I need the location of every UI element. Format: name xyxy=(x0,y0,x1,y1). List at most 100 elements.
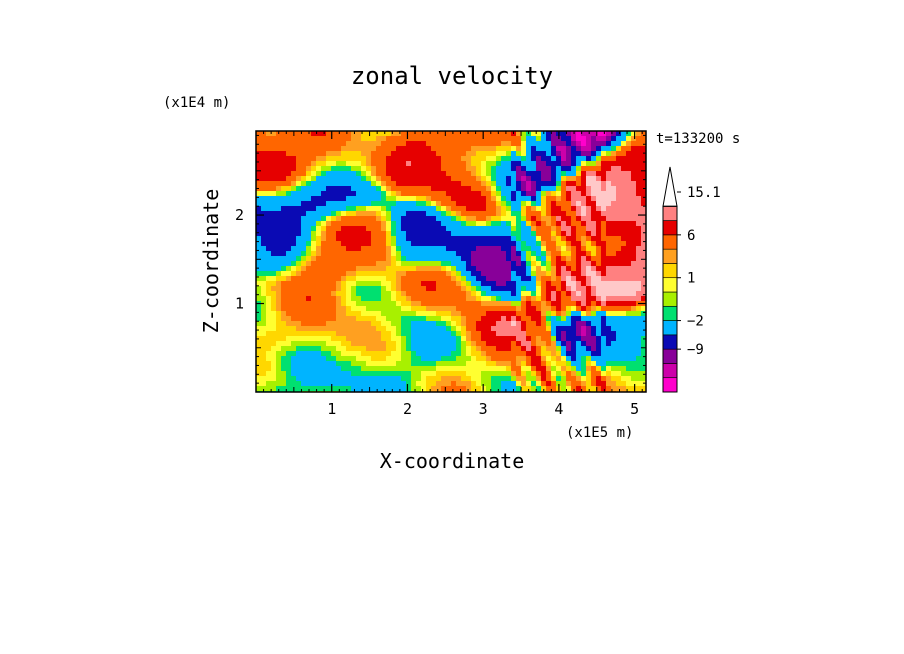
contour-cell xyxy=(396,286,402,292)
contour-cell xyxy=(596,286,602,292)
contour-cell xyxy=(376,381,382,387)
contour-cell xyxy=(286,176,292,182)
contour-cell xyxy=(641,191,646,197)
contour-cell xyxy=(516,291,522,297)
contour-cell xyxy=(376,156,382,162)
contour-cell xyxy=(431,351,437,357)
contour-cell xyxy=(551,236,557,242)
contour-cell xyxy=(626,226,632,232)
contour-cell xyxy=(461,141,467,147)
contour-cell xyxy=(636,186,642,192)
contour-cell xyxy=(576,306,582,312)
contour-cell xyxy=(381,326,387,332)
contour-cell xyxy=(386,306,392,312)
contour-cell xyxy=(471,256,477,262)
contour-cell xyxy=(296,326,302,332)
contour-cell xyxy=(496,276,502,282)
contour-cell xyxy=(321,301,327,307)
contour-cell xyxy=(361,171,367,177)
contour-cell xyxy=(546,376,552,382)
contour-cell xyxy=(351,221,357,227)
contour-cell xyxy=(456,181,462,187)
contour-cell xyxy=(411,176,417,182)
contour-cell xyxy=(571,306,577,312)
contour-cell xyxy=(286,301,292,307)
contour-cell xyxy=(581,206,587,212)
contour-cell xyxy=(371,211,377,217)
contour-cell xyxy=(311,256,317,262)
contour-cell xyxy=(466,231,472,237)
contour-cell xyxy=(611,141,617,147)
contour-cell xyxy=(351,151,357,157)
contour-cell xyxy=(486,386,492,392)
contour-cell xyxy=(501,231,507,237)
contour-cell xyxy=(621,326,627,332)
contour-cell xyxy=(641,371,646,377)
contour-cell xyxy=(346,181,352,187)
contour-cell xyxy=(431,236,437,242)
contour-cell xyxy=(311,361,317,367)
contour-cell xyxy=(571,366,577,372)
contour-cell xyxy=(566,156,572,162)
contour-cell xyxy=(521,181,527,187)
contour-cell xyxy=(626,271,632,277)
contour-cell xyxy=(341,336,347,342)
contour-cell xyxy=(526,231,532,237)
contour-cell xyxy=(536,266,542,272)
contour-cell xyxy=(566,386,572,392)
contour-cell xyxy=(586,356,592,362)
x-unit-label: (x1E5 m) xyxy=(566,425,633,441)
contour-cell xyxy=(501,321,507,327)
contour-cell xyxy=(606,301,612,307)
contour-cell xyxy=(356,336,362,342)
contour-cell xyxy=(306,191,312,197)
contour-cell xyxy=(401,336,407,342)
contour-cell xyxy=(421,221,427,227)
contour-cell xyxy=(571,151,577,157)
contour-cell xyxy=(591,301,597,307)
contour-cell xyxy=(581,356,587,362)
contour-cell xyxy=(461,301,467,307)
contour-cell xyxy=(356,136,362,142)
contour-cell xyxy=(391,381,397,387)
contour-cell xyxy=(291,356,297,362)
contour-cell xyxy=(516,226,522,232)
contour-cell xyxy=(511,161,517,167)
contour-cell xyxy=(621,161,627,167)
contour-cell xyxy=(261,341,267,347)
contour-cell xyxy=(256,171,262,177)
contour-cell xyxy=(421,376,427,382)
contour-cell xyxy=(636,226,642,232)
contour-cell xyxy=(326,311,332,317)
colorbar-segment xyxy=(662,248,678,264)
contour-cell xyxy=(521,206,527,212)
contour-cell xyxy=(381,176,387,182)
contour-cell xyxy=(626,236,632,242)
contour-cell xyxy=(616,171,622,177)
contour-cell xyxy=(606,336,612,342)
contour-cell xyxy=(351,266,357,272)
contour-cell xyxy=(356,181,362,187)
contour-cell xyxy=(431,266,437,272)
contour-cell xyxy=(436,286,442,292)
contour-cell xyxy=(506,301,512,307)
contour-cell xyxy=(406,326,412,332)
contour-cell xyxy=(296,321,302,327)
contour-cell xyxy=(631,351,637,357)
contour-cell xyxy=(301,316,307,322)
contour-cell xyxy=(341,161,347,167)
contour-cell xyxy=(321,316,327,322)
contour-cell xyxy=(441,301,447,307)
contour-cell xyxy=(426,156,432,162)
contour-cell xyxy=(621,251,627,257)
contour-cell xyxy=(571,261,577,267)
contour-cell xyxy=(266,356,272,362)
contour-cell xyxy=(391,171,397,177)
contour-cell xyxy=(356,276,362,282)
contour-cell xyxy=(401,171,407,177)
contour-cell xyxy=(316,261,322,267)
contour-cell xyxy=(456,321,462,327)
contour-cell xyxy=(571,371,577,377)
contour-cell xyxy=(506,231,512,237)
contour-cell xyxy=(531,266,537,272)
